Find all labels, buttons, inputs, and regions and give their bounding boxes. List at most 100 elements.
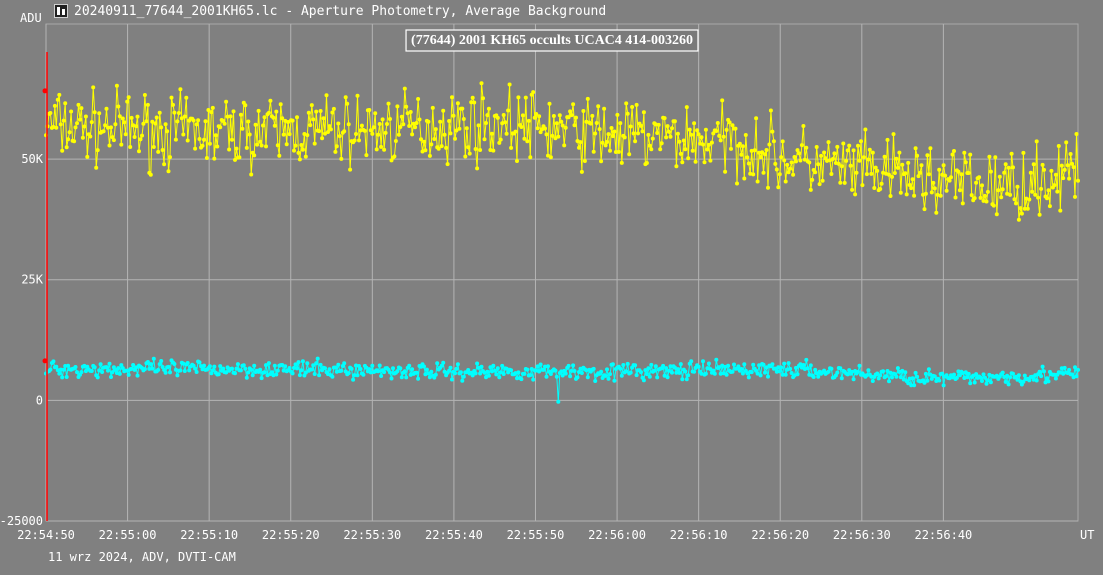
data-point	[751, 362, 756, 367]
data-point	[983, 193, 987, 198]
data-point	[117, 371, 122, 376]
data-point	[684, 377, 689, 382]
lightcurve-app-icon[interactable]	[54, 4, 68, 18]
data-point	[870, 150, 875, 155]
data-point	[972, 380, 977, 385]
data-point	[426, 119, 431, 124]
data-point	[962, 376, 967, 380]
data-point	[1056, 144, 1061, 148]
data-point	[1011, 371, 1015, 376]
data-point	[181, 361, 186, 366]
data-point	[472, 100, 477, 105]
data-point	[548, 372, 553, 376]
data-point	[628, 370, 633, 375]
data-point	[246, 370, 251, 375]
data-point	[411, 121, 416, 126]
data-point	[932, 374, 937, 379]
data-point	[141, 121, 146, 126]
data-point	[578, 140, 583, 145]
data-point	[717, 133, 722, 138]
data-point	[292, 365, 296, 370]
data-point	[231, 109, 236, 114]
data-point	[887, 172, 891, 177]
data-point	[590, 113, 595, 118]
data-point	[794, 159, 798, 164]
data-point	[116, 104, 121, 109]
data-point	[250, 373, 255, 378]
data-point	[903, 370, 908, 375]
data-point	[426, 371, 431, 376]
data-point	[891, 132, 896, 137]
data-point	[293, 362, 298, 367]
data-point	[981, 372, 986, 377]
data-point	[259, 376, 264, 381]
data-point	[596, 104, 601, 109]
data-point	[625, 111, 630, 116]
data-point	[213, 133, 218, 138]
data-point	[888, 370, 893, 375]
data-point	[551, 114, 556, 118]
data-point	[856, 143, 860, 148]
data-point	[817, 182, 822, 187]
data-point	[978, 375, 983, 380]
data-point	[500, 363, 505, 368]
data-point	[662, 116, 667, 121]
data-point	[742, 362, 747, 367]
data-point	[269, 370, 274, 375]
data-point	[968, 152, 973, 157]
data-point	[135, 373, 140, 378]
data-point	[54, 125, 59, 130]
data-point	[839, 164, 844, 169]
data-point	[674, 164, 679, 169]
data-point	[475, 166, 480, 171]
data-point	[641, 378, 646, 383]
data-point	[275, 143, 280, 148]
data-point	[324, 93, 329, 98]
data-point	[1014, 201, 1018, 206]
data-point	[739, 367, 744, 371]
data-point	[482, 137, 487, 142]
data-point	[1003, 162, 1008, 167]
data-point	[740, 144, 745, 149]
data-point	[808, 363, 813, 368]
data-point	[884, 374, 889, 379]
data-point	[1039, 186, 1044, 191]
data-point	[714, 129, 719, 133]
data-point	[120, 366, 125, 371]
data-point	[668, 134, 673, 139]
data-point	[786, 361, 791, 366]
data-point	[367, 108, 372, 112]
data-point	[571, 363, 576, 368]
data-point	[755, 371, 760, 376]
data-point	[897, 150, 902, 155]
data-point	[182, 114, 187, 119]
data-point	[935, 192, 940, 197]
data-point	[58, 367, 63, 372]
data-point	[396, 132, 401, 137]
data-point	[850, 369, 855, 374]
data-point	[825, 158, 829, 163]
data-point	[699, 371, 704, 376]
data-point	[861, 155, 866, 160]
data-point	[749, 370, 754, 375]
data-point	[295, 366, 299, 371]
frame-marker-dot	[42, 358, 48, 364]
data-point	[163, 370, 168, 375]
data-point	[665, 375, 670, 380]
data-point	[292, 148, 296, 153]
data-point	[802, 157, 807, 162]
data-point	[168, 155, 172, 160]
data-point	[447, 119, 452, 123]
data-point	[562, 143, 567, 148]
data-point	[749, 148, 754, 153]
data-point	[1061, 176, 1066, 181]
data-point	[481, 96, 485, 101]
data-point	[1018, 379, 1023, 384]
data-point	[491, 363, 496, 368]
data-point	[218, 125, 223, 130]
data-point	[455, 362, 460, 367]
data-point	[441, 108, 446, 113]
marker-layer	[42, 52, 48, 521]
data-point	[312, 141, 317, 146]
